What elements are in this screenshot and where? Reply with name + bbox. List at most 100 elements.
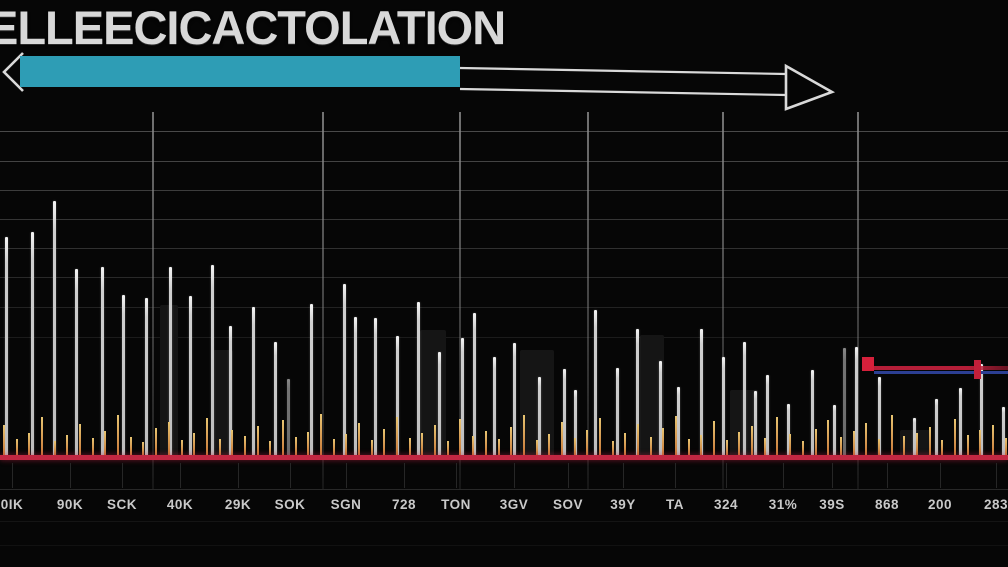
arrow-shaft [459,66,787,97]
spectrum-bar [252,307,255,455]
base-tick [345,434,348,455]
ghost-bar [420,330,446,455]
base-tick [243,436,246,455]
marker-flag [862,357,874,371]
x-axis-label: 40K [166,497,194,512]
horizontal-gridline [0,248,1008,250]
base-tick [142,442,145,455]
spectrum-bar [145,298,148,455]
base-tick [560,422,563,455]
base-tick [814,429,817,455]
spectrum-bar [980,364,983,455]
base-tick [966,435,969,455]
vertical-gridline [857,112,859,489]
x-axis-label: TON [441,497,471,512]
spectrum-bar [538,377,541,455]
base-tick [484,431,487,455]
base-tick [738,432,741,455]
axis-tick [346,463,347,488]
spectrum-bar [843,348,846,455]
base-tick [193,433,196,455]
x-axis-label: 868 [874,497,900,512]
base-tick [1004,438,1007,455]
base-tick [700,435,703,455]
spectrum-bar [743,342,746,455]
bottom-divider-line [0,545,1008,546]
x-axis-label: SOV [552,497,584,512]
horizontal-gridline [0,307,1008,309]
base-tick [91,438,94,455]
axis-tick [675,463,676,488]
marker-red-line [874,366,1008,370]
base-tick [307,432,310,455]
base-tick [789,434,792,455]
base-tick [637,424,639,455]
base-tick [725,440,728,455]
base-tick [763,438,766,455]
vertical-gridline [587,112,589,489]
base-tick [53,441,56,455]
axis-tick [238,463,239,488]
horizontal-gridline [0,190,1008,192]
spectrum-bar [354,317,357,455]
base-tick [827,420,830,455]
baseline [0,455,1008,460]
spectrum-bar [787,404,790,455]
base-tick [472,436,475,455]
spectrum-bar [616,368,619,455]
base-tick [497,439,500,455]
base-tick [370,440,373,455]
x-axis-label: 728 [391,497,417,512]
horizontal-gridline [0,337,1008,339]
axis-tick [832,463,833,488]
vertical-gridline [722,112,724,489]
x-axis-label: 90K [56,497,84,512]
base-tick [294,437,297,455]
spectrum-bar [700,329,703,455]
base-tick [687,439,690,455]
spectrum-bar [169,267,172,455]
spectrum-bar [659,361,662,455]
vertical-gridline [322,112,324,489]
spectrum-bar [1002,407,1005,455]
base-tick [675,416,678,455]
spectrum-bar [833,405,836,455]
spectrum-bar [189,296,192,455]
spectrum-bar [935,399,938,455]
marker-mid-tick [974,360,981,379]
axis-tick [12,463,13,488]
base-tick [903,436,906,455]
x-axis-label: SCK [106,497,138,512]
axis-tick [783,463,784,488]
base-tick [510,427,513,455]
x-axis-label: SOK [274,497,306,512]
spectrum-bar [122,295,125,455]
spectrum-bar [229,326,232,455]
spectrum-bar [211,265,214,455]
x-axis-label: TA [666,497,684,512]
spectrum-bar [310,304,313,455]
base-tick [535,440,538,455]
vertical-gridline [152,112,154,489]
axis-tick [940,463,941,488]
horizontal-gridline [0,161,1008,163]
base-tick [332,439,335,455]
arrow-right-head-icon [784,63,836,111]
axis-row-bottom-line [0,489,1008,490]
base-tick [586,430,589,455]
base-tick [256,426,259,455]
spectrum-bar [473,313,476,455]
x-axis-label: SGN [330,497,362,512]
vertical-gridline [459,112,461,489]
base-tick [459,419,462,455]
base-tick [358,423,361,455]
base-tick [776,417,779,455]
timeline-arrow [2,52,836,111]
spectrum-bar [374,318,377,455]
base-tick [611,441,614,455]
spectrum-bar [722,357,725,455]
base-tick [649,437,652,455]
axis-tick [996,463,997,488]
spectrum-bar [677,387,680,455]
base-tick [421,433,424,455]
